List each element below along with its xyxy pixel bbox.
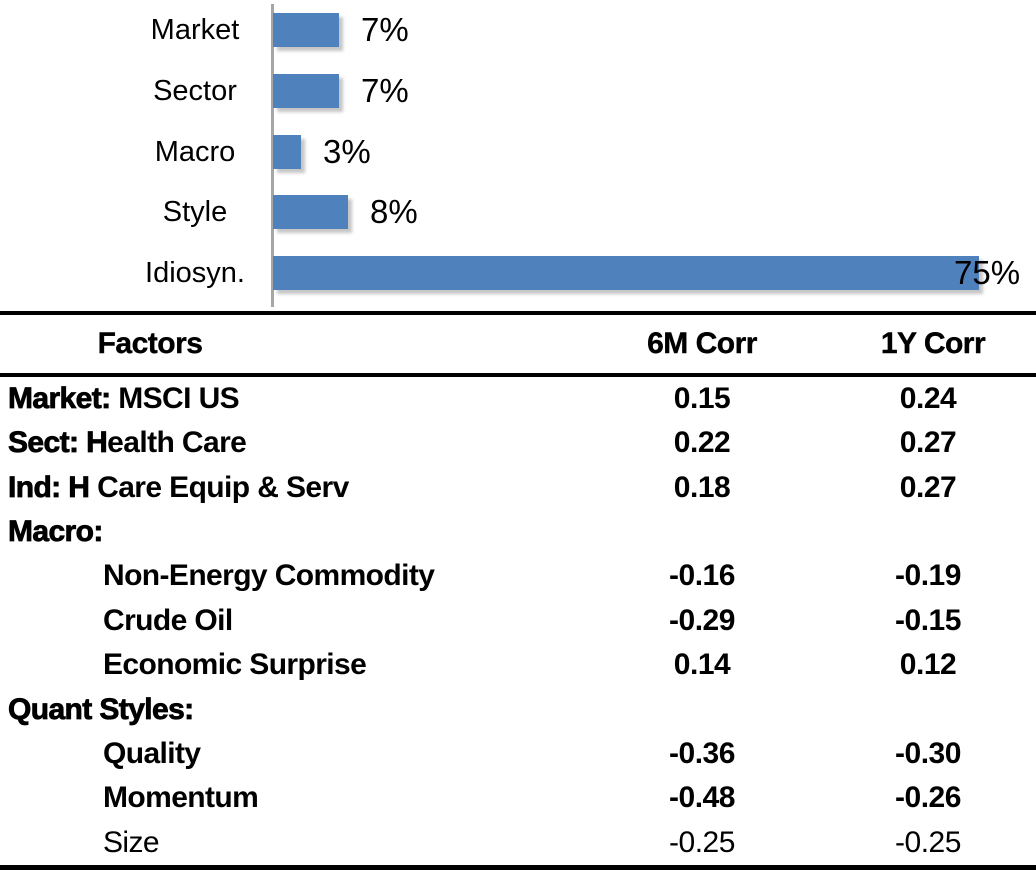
table-row: Macro: [0,510,1036,554]
factor-name-text: Economic Surprise [103,648,367,681]
factor-name-text: Non-Energy Commodity [103,559,435,592]
table-row: Size -0.25 -0.25 [0,821,1036,865]
cell-6m-corr: 0.15 [673,382,731,415]
table-row: Quality -0.36 -0.30 [0,732,1036,776]
category-label: Market [150,14,240,46]
factor-name-prefix: Ind: H [8,471,91,505]
bar-value-label: 7% [361,72,409,109]
factor-name-prefix: Market: [8,382,112,416]
factor-name-text: Care Equip & Serv [89,471,349,504]
table-row: Sect: Health Care 0.22 0.27 [0,421,1036,465]
factor-name: Quality [103,732,201,776]
bar [273,135,301,169]
cell-1y-corr: -0.25 [895,826,961,859]
column-header-factors: Factors [97,327,203,360]
cell-6m-corr: 0.18 [673,471,731,504]
factor-name: Economic Surprise [103,643,367,687]
cell-6m-corr: -0.36 [669,737,735,770]
factor-name-prefix: Quant Styles: [8,693,195,727]
cell-1y-corr: -0.26 [895,781,961,814]
table-row: Economic Surprise 0.14 0.12 [0,643,1036,687]
table-row: Ind: H Care Equip & Serv 0.18 0.27 [0,466,1036,510]
bar [273,13,339,47]
table-top-rule [0,311,1036,315]
cell-1y-corr: 0.27 [899,426,957,459]
y-axis-line [271,4,274,307]
table-body: Market: MSCI US 0.15 0.24 Sect: Health Care… [0,377,1036,865]
cell-1y-corr: 0.27 [899,471,957,504]
factor-name-text: MSCI US [110,382,240,415]
cell-1y-corr: 0.12 [899,648,957,681]
factor-name: Quant Styles: [8,688,195,732]
factor-name-text: Crude Oil [103,604,233,637]
bar-value-label: 75% [954,254,1021,291]
factor-name: Size [103,821,160,865]
column-header-1y-corr: 1Y Corr [880,327,986,360]
factor-correlation-table: Factors 6M Corr 1Y Corr Market: MSCI US 0… [0,311,1036,870]
factor-name: Macro: [8,510,104,554]
table-row: Momentum -0.48 -0.26 [0,776,1036,820]
factor-name-prefix: Sect: H [8,426,109,460]
column-header-6m-corr: 6M Corr [647,327,758,360]
cell-6m-corr: -0.16 [669,559,735,592]
cell-6m-corr: -0.48 [669,781,735,814]
table-header-row: Factors 6M Corr 1Y Corr [0,315,1036,373]
table-bottom-rule [0,865,1036,870]
factor-name-prefix: Macro: [8,515,104,549]
table-row: Quant Styles: [0,688,1036,732]
category-label: Style [162,196,228,228]
factor-name: Crude Oil [103,599,233,643]
cell-6m-corr: -0.25 [669,826,735,859]
table-row: Crude Oil -0.29 -0.15 [0,599,1036,643]
bar [273,74,339,108]
risk-decomposition-bar-chart: Market 7% Sector 7% Macro 3% Style 8% Idiosyn. 75… [0,0,1036,311]
bar [273,195,348,229]
factor-name-text: Size [103,826,160,859]
bar [273,256,979,290]
factor-name: Ind: H Care Equip & Serv [8,466,350,510]
factor-name: Sect: Health Care [8,421,247,465]
table-row: Market: MSCI US 0.15 0.24 [0,377,1036,421]
table-row: Non-Energy Commodity -0.16 -0.19 [0,554,1036,598]
factor-name: Market: MSCI US [8,377,240,421]
table-header-rule [0,373,1036,377]
category-label: Macro [154,136,236,168]
cell-1y-corr: 0.24 [899,382,957,415]
category-label: Sector [153,75,237,107]
cell-1y-corr: -0.19 [895,559,961,592]
bar-value-label: 7% [361,11,409,48]
factor-name: Momentum [103,776,259,820]
factor-name-text: Quality [103,737,201,770]
cell-6m-corr: -0.29 [669,604,735,637]
bar-value-label: 3% [323,133,371,170]
factor-name-text: Momentum [103,781,259,814]
cell-1y-corr: -0.15 [895,604,961,637]
cell-6m-corr: 0.14 [673,648,731,681]
cell-1y-corr: -0.30 [895,737,961,770]
factor-name-text: ealth Care [107,426,247,459]
factor-name: Non-Energy Commodity [103,554,435,598]
cell-6m-corr: 0.22 [673,426,731,459]
bar-value-label: 8% [370,193,418,230]
category-label: Idiosyn. [145,257,245,289]
